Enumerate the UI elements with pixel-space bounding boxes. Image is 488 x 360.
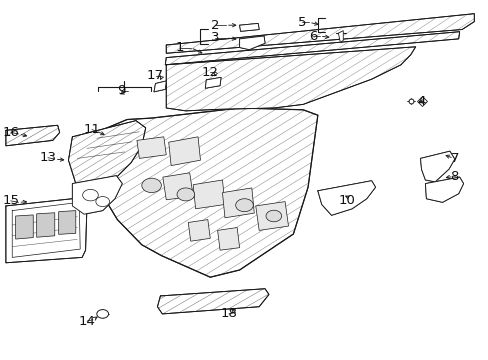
Text: 6: 6: [308, 30, 317, 42]
Text: 1: 1: [175, 41, 184, 54]
Polygon shape: [255, 202, 288, 230]
PathPatch shape: [165, 32, 459, 65]
Polygon shape: [166, 47, 415, 111]
Polygon shape: [420, 151, 454, 182]
PathPatch shape: [239, 23, 259, 31]
Polygon shape: [59, 211, 76, 234]
Polygon shape: [166, 14, 473, 53]
Text: 16: 16: [2, 126, 19, 139]
Polygon shape: [16, 215, 33, 239]
Polygon shape: [338, 31, 343, 42]
Polygon shape: [85, 108, 317, 277]
Circle shape: [82, 189, 98, 201]
Text: 5: 5: [297, 16, 306, 29]
Polygon shape: [193, 180, 224, 209]
Circle shape: [265, 210, 281, 222]
Text: 15: 15: [2, 194, 19, 207]
Polygon shape: [163, 173, 193, 200]
PathPatch shape: [157, 289, 268, 314]
Text: 11: 11: [83, 123, 100, 136]
Text: 17: 17: [147, 69, 163, 82]
Text: 13: 13: [40, 151, 56, 164]
Polygon shape: [68, 121, 145, 192]
Text: 12: 12: [202, 66, 218, 78]
PathPatch shape: [317, 181, 375, 215]
PathPatch shape: [166, 47, 415, 111]
PathPatch shape: [425, 177, 463, 202]
Polygon shape: [137, 137, 166, 158]
Polygon shape: [188, 220, 210, 241]
PathPatch shape: [6, 125, 60, 146]
Text: 9: 9: [117, 84, 125, 97]
Text: 7: 7: [449, 152, 458, 165]
Polygon shape: [157, 289, 268, 314]
Polygon shape: [165, 32, 459, 65]
PathPatch shape: [68, 121, 145, 192]
Text: 14: 14: [79, 315, 95, 328]
PathPatch shape: [72, 176, 122, 214]
Polygon shape: [72, 176, 122, 214]
Text: 2: 2: [210, 19, 219, 32]
PathPatch shape: [239, 36, 264, 50]
Text: 8: 8: [449, 170, 458, 183]
Polygon shape: [6, 197, 87, 263]
Circle shape: [96, 197, 109, 207]
PathPatch shape: [154, 81, 166, 92]
Circle shape: [177, 188, 194, 201]
Polygon shape: [168, 137, 200, 166]
Text: 10: 10: [338, 194, 355, 207]
Polygon shape: [222, 188, 254, 218]
Polygon shape: [154, 81, 166, 92]
Text: 3: 3: [210, 31, 219, 44]
PathPatch shape: [166, 14, 473, 53]
Polygon shape: [205, 77, 221, 88]
Polygon shape: [37, 213, 55, 237]
Polygon shape: [317, 181, 375, 215]
Circle shape: [235, 199, 253, 212]
Text: 4: 4: [416, 95, 425, 108]
Circle shape: [142, 178, 161, 193]
Polygon shape: [239, 36, 264, 50]
Polygon shape: [239, 23, 259, 31]
Polygon shape: [425, 177, 463, 202]
PathPatch shape: [420, 151, 454, 182]
Polygon shape: [6, 125, 60, 146]
PathPatch shape: [85, 108, 317, 277]
Circle shape: [97, 310, 108, 318]
Polygon shape: [217, 228, 239, 250]
PathPatch shape: [205, 77, 221, 88]
Text: 18: 18: [220, 307, 237, 320]
